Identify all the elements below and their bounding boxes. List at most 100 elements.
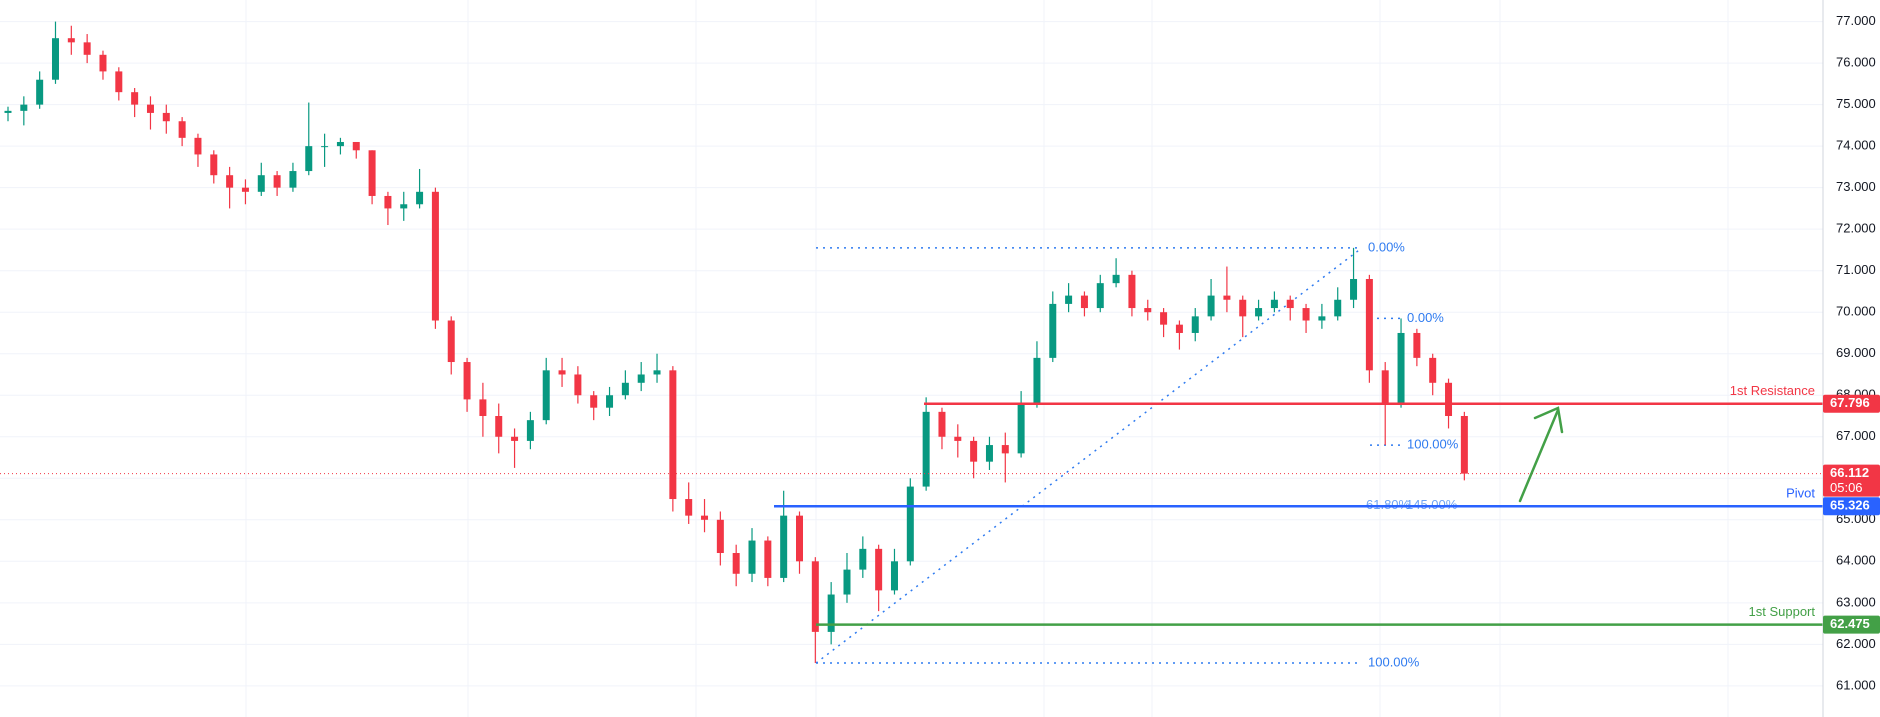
candle-body <box>859 548 867 570</box>
candle-body <box>447 320 455 363</box>
candle-body <box>51 38 59 80</box>
candle-body <box>257 175 265 192</box>
time-grid <box>245 0 1729 717</box>
candle-body <box>1017 403 1025 454</box>
candle-body <box>384 195 392 209</box>
y-tick-label: 74.000 <box>1836 138 1876 153</box>
candle-body <box>653 370 661 375</box>
candle-body <box>241 187 249 192</box>
candle-body <box>352 141 360 151</box>
candle-body <box>526 420 534 441</box>
candle-body <box>1175 324 1183 333</box>
candle-body <box>621 382 629 396</box>
candle-body <box>764 540 772 578</box>
candle-body <box>1128 274 1136 309</box>
candle-body <box>1096 283 1104 309</box>
level-value: 65.326 <box>1830 498 1870 513</box>
candle-body <box>701 515 709 520</box>
y-tick-label: 62.000 <box>1836 636 1876 651</box>
y-tick-label: 75.000 <box>1836 96 1876 111</box>
y-tick-label: 77.000 <box>1836 13 1876 28</box>
last-price-value: 66.112 <box>1830 465 1869 480</box>
y-tick-label: 63.000 <box>1836 594 1876 609</box>
candle-body <box>67 38 75 43</box>
candle-body <box>985 445 993 462</box>
candle-body <box>796 515 803 562</box>
y-tick-label: 76.000 <box>1836 55 1876 70</box>
candle-body <box>1191 316 1199 333</box>
candle-body <box>1255 308 1263 317</box>
candle-body <box>431 191 439 321</box>
y-tick-label: 64.000 <box>1836 553 1876 568</box>
y-tick-label: 71.000 <box>1836 262 1876 277</box>
candle-body <box>99 54 107 72</box>
candle-body <box>542 370 550 421</box>
countdown: 05:06 <box>1830 480 1863 495</box>
candle-body <box>1334 299 1342 317</box>
candle-body <box>1350 278 1358 300</box>
candle-body <box>1318 316 1326 321</box>
levels: 1st Resistance Pivot 1st Support <box>0 383 1823 626</box>
candle-body <box>938 411 946 437</box>
candle-body <box>83 42 91 55</box>
candle-body <box>479 399 487 417</box>
candle-body <box>811 561 819 632</box>
candle-body <box>890 561 898 591</box>
candle-body <box>970 440 978 462</box>
candle-body <box>36 79 44 105</box>
candle-body <box>1033 357 1041 404</box>
candle-body <box>1239 299 1247 317</box>
y-tick-label: 69.000 <box>1836 345 1876 360</box>
price-axis <box>1823 0 1880 717</box>
candle-body <box>732 553 740 574</box>
candle-body <box>20 104 28 111</box>
level-tag <box>1823 615 1880 634</box>
candle-body <box>162 112 170 122</box>
candle-body <box>1049 303 1057 358</box>
candle-body <box>416 191 424 205</box>
candle-body <box>748 540 756 574</box>
candle-body <box>685 499 693 516</box>
candle-body <box>637 374 645 383</box>
candle-body <box>336 141 344 147</box>
candle-body <box>1001 445 1009 454</box>
fib-label: 0.00% <box>1407 310 1444 325</box>
candle-body <box>210 154 218 176</box>
candle-body <box>115 71 123 93</box>
level-value: 67.796 <box>1830 395 1870 410</box>
candle-body <box>558 370 566 375</box>
candle-body <box>1270 299 1278 309</box>
candle-body <box>1381 370 1389 404</box>
candle-body <box>574 374 582 396</box>
candle-body <box>1302 308 1310 321</box>
candle-body <box>1080 295 1088 309</box>
candle-body <box>669 370 677 500</box>
candle-body <box>1112 274 1120 284</box>
candle-body <box>1144 308 1152 313</box>
price-axis-labels: 61.00062.00063.00064.00065.00066.00067.0… <box>1823 13 1880 692</box>
candle-body <box>606 395 614 408</box>
candle-body <box>4 110 12 113</box>
candle-body <box>495 416 503 437</box>
candle-body <box>1365 278 1373 371</box>
fib-label: 100.00% <box>1368 654 1420 669</box>
level-name: Pivot <box>1786 486 1815 501</box>
candle-body <box>954 436 962 441</box>
candle-body <box>590 395 598 408</box>
candle-body <box>463 362 471 400</box>
candle-body <box>131 92 139 105</box>
candle-body <box>1286 299 1294 309</box>
candle-body <box>368 150 376 196</box>
level-name: 1st Resistance <box>1730 383 1815 398</box>
y-tick-label: 67.000 <box>1836 428 1876 443</box>
arrow-head <box>1533 406 1564 434</box>
candle-body <box>511 436 519 441</box>
level-tag <box>1823 394 1880 413</box>
y-tick-label: 73.000 <box>1836 179 1876 194</box>
y-tick-label: 61.000 <box>1836 677 1876 692</box>
candle-body <box>178 121 186 138</box>
fib-drawings: 0.00% 100.00% 61.80%145.00% 0.00% 100.00% <box>815 239 1459 669</box>
